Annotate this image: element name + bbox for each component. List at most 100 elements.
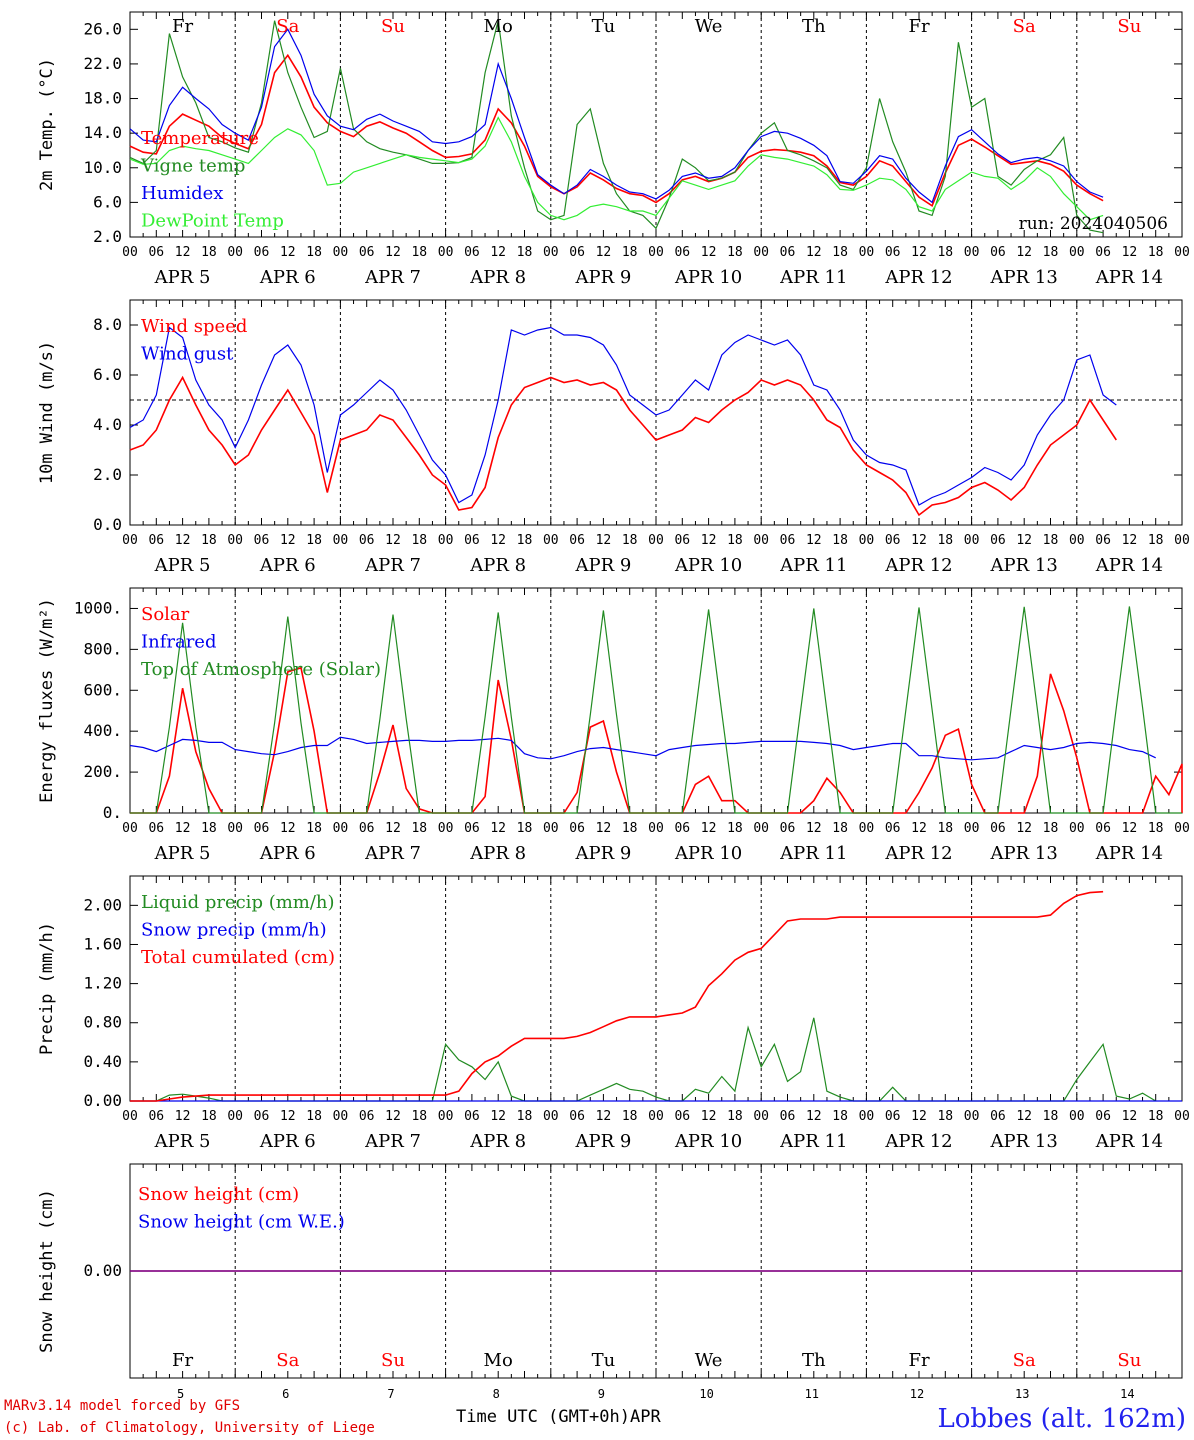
hour-tick-label: 12 <box>596 533 612 548</box>
date-label: APR 14 <box>1095 1131 1163 1152</box>
hour-tick-label: 06 <box>990 821 1006 836</box>
hour-tick-label: 06 <box>780 245 796 260</box>
y-tick-label: 0.00 <box>83 1091 122 1110</box>
y-tick-label: 0.00 <box>83 1261 122 1280</box>
hour-tick-label: 12 <box>490 1109 506 1124</box>
legend-entry: Snow precip (mm/h) <box>141 920 327 941</box>
y-tick-label: 0.80 <box>83 1013 122 1032</box>
hour-tick-label: 06 <box>254 1109 270 1124</box>
date-label: APR 5 <box>154 843 211 864</box>
hour-tick-label: 06 <box>990 245 1006 260</box>
time-axis-label: Time UTC (GMT+0h)APR <box>456 1407 661 1427</box>
hour-tick-label: 06 <box>885 533 901 548</box>
legend-entry: Wind gust <box>141 344 234 365</box>
hour-tick-label: 06 <box>464 821 480 836</box>
hour-tick-label: 18 <box>622 245 638 260</box>
date-label: APR 13 <box>990 267 1058 288</box>
day-number-label: 13 <box>1015 1387 1029 1401</box>
hour-tick-label: 00 <box>543 245 559 260</box>
y-tick-label: 2.0 <box>93 465 122 484</box>
hour-tick-label: 00 <box>648 1109 664 1124</box>
date-label: APR 9 <box>574 555 631 576</box>
hour-tick-label: 18 <box>306 1109 322 1124</box>
hour-tick-label: 06 <box>464 245 480 260</box>
date-label: APR 11 <box>779 843 847 864</box>
hour-tick-label: 00 <box>1069 1109 1085 1124</box>
hour-tick-label: 00 <box>122 1109 138 1124</box>
hour-tick-label: 00 <box>438 533 454 548</box>
series-line <box>129 20 1104 234</box>
date-label: APR 11 <box>779 267 847 288</box>
hour-tick-label: 00 <box>438 821 454 836</box>
date-label: APR 12 <box>884 843 952 864</box>
date-label: APR 14 <box>1095 267 1163 288</box>
plot-frame <box>129 299 1183 526</box>
hour-tick-label: 12 <box>280 245 296 260</box>
day-number-label: 6 <box>282 1387 289 1401</box>
date-label: APR 6 <box>259 843 316 864</box>
hour-tick-label: 00 <box>964 1109 980 1124</box>
date-label: APR 13 <box>990 1131 1058 1152</box>
hour-tick-label: 00 <box>227 1109 243 1124</box>
y-tick-label: 10.0 <box>83 158 122 177</box>
legend-entry: Humidex <box>141 183 223 204</box>
weekday-label: Fr <box>172 1350 193 1371</box>
hour-tick-label: 12 <box>1016 245 1032 260</box>
hour-tick-label: 18 <box>1043 245 1059 260</box>
run-label: run: 2024040506 <box>1019 214 1168 234</box>
date-label: APR 7 <box>364 1131 421 1152</box>
legend-entry: Liquid precip (mm/h) <box>141 892 335 913</box>
hour-tick-label: 06 <box>148 1109 164 1124</box>
weekday-label: We <box>695 16 723 37</box>
hour-tick-label: 00 <box>438 245 454 260</box>
date-label: APR 5 <box>154 1131 211 1152</box>
hour-tick-label: 18 <box>517 1109 533 1124</box>
hour-tick-label: 18 <box>1148 821 1164 836</box>
hour-tick-label: 18 <box>727 533 743 548</box>
time-axis-month: APR <box>630 1407 661 1427</box>
hour-tick-label: 18 <box>1148 1109 1164 1124</box>
hour-tick-label: 06 <box>674 1109 690 1124</box>
day-number-label: 5 <box>177 1387 184 1401</box>
hour-tick-label: 18 <box>1148 245 1164 260</box>
site-label: Lobbes (alt. 162m) <box>937 1404 1186 1434</box>
hour-tick-label: 18 <box>937 1109 953 1124</box>
hour-tick-label: 00 <box>753 533 769 548</box>
y-tick-label: 14.0 <box>83 123 122 142</box>
hour-tick-label: 06 <box>780 533 796 548</box>
hour-tick-label: 06 <box>780 1109 796 1124</box>
hour-tick-label: 00 <box>227 245 243 260</box>
hour-tick-label: 12 <box>385 245 401 260</box>
y-tick-label: 26.0 <box>83 19 122 38</box>
hour-tick-label: 12 <box>701 1109 717 1124</box>
hour-tick-label: 18 <box>832 1109 848 1124</box>
hour-tick-label: 12 <box>280 1109 296 1124</box>
date-label: APR 13 <box>990 555 1058 576</box>
y-tick-label: 2.0 <box>93 227 122 246</box>
y-tick-label: 18.0 <box>83 89 122 108</box>
weekday-label: Fr <box>908 1350 929 1371</box>
hour-tick-label: 18 <box>1148 533 1164 548</box>
hour-tick-label: 00 <box>1174 821 1190 836</box>
hour-tick-label: 00 <box>964 245 980 260</box>
legend-entry: DewPoint Temp <box>141 211 284 232</box>
y-tick-label: 0.0 <box>93 515 122 534</box>
hour-tick-label: 12 <box>175 245 191 260</box>
y-tick-label: 1.60 <box>83 934 122 953</box>
hour-tick-label: 06 <box>254 821 270 836</box>
legend-entry: Snow height (cm W.E.) <box>138 1212 345 1233</box>
date-label: APR 10 <box>674 555 742 576</box>
day-number-label: 7 <box>387 1387 394 1401</box>
hour-tick-label: 00 <box>859 821 875 836</box>
hour-tick-label: 18 <box>937 821 953 836</box>
legend-entry: Top of Atmosphere (Solar) <box>141 659 381 680</box>
legend-entry: Vigne temp <box>140 156 245 177</box>
hour-tick-label: 06 <box>780 821 796 836</box>
lab-credit: (c) Lab. of Climatology, University of L… <box>4 1420 375 1436</box>
weekday-label: Su <box>1117 1350 1141 1371</box>
hour-tick-label: 00 <box>1174 245 1190 260</box>
hour-tick-label: 06 <box>569 1109 585 1124</box>
hour-tick-label: 18 <box>517 533 533 548</box>
day-number-label: 11 <box>805 1387 819 1401</box>
